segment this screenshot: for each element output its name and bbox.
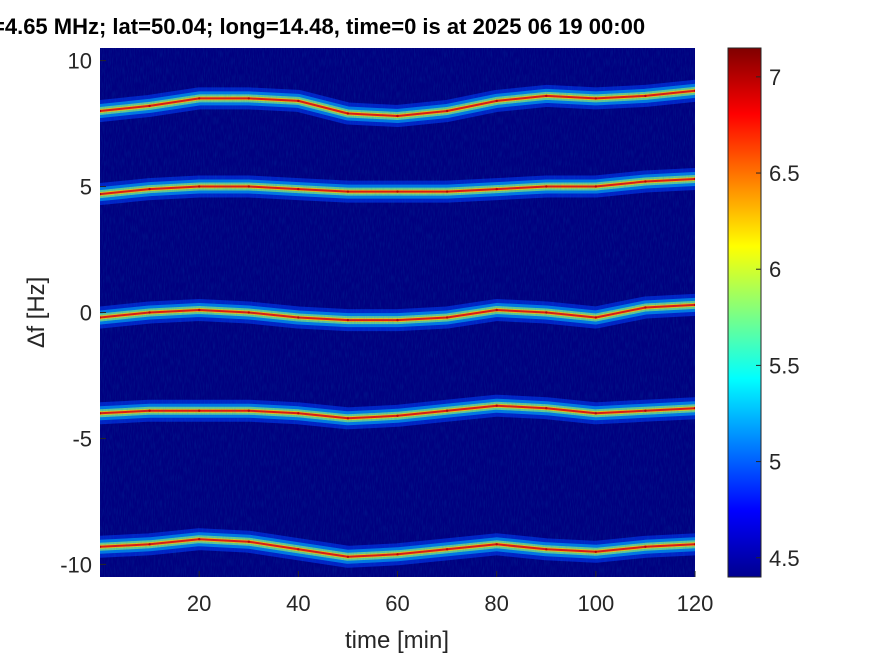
y-axis-ticks: -10 -5 0 5 10: [60, 49, 106, 577]
colorbar-tick-label-0: 4.5: [769, 546, 800, 571]
y-tick-label-3: 5: [80, 175, 92, 200]
x-tick-label-3: 80: [484, 591, 508, 616]
chart-title-container: =4.65 MHz; lat=50.04; long=14.48, time=0…: [0, 14, 875, 44]
colorbar: [727, 47, 762, 578]
noise-texture: [100, 48, 695, 577]
x-tick-label-5: 120: [677, 591, 714, 616]
colorbar-tick-label-4: 6.5: [769, 161, 800, 186]
colorbar-tick-label-5: 7: [769, 65, 781, 90]
x-axis-label: time [min]: [345, 627, 449, 654]
colorbar-tick-label-2: 5.5: [769, 353, 800, 378]
colorbar-tick-label-1: 5: [769, 450, 781, 475]
colorbar-ticks: 4.5 5 5.5 6 6.5 7: [756, 65, 800, 571]
y-tick-label-2: 0: [80, 301, 92, 326]
x-tick-label-4: 100: [577, 591, 614, 616]
y-tick-label-1: -5: [72, 426, 92, 451]
x-tick-label-2: 60: [385, 591, 409, 616]
x-axis-ticks: 20 40 60 80 100 120: [187, 571, 713, 616]
x-tick-label-1: 40: [286, 591, 310, 616]
x-tick-label-0: 20: [187, 591, 211, 616]
y-tick-label-0: -10: [60, 552, 92, 577]
colorbar-tick-label-3: 6: [769, 257, 781, 282]
y-axis-label: ∆f [Hz]: [23, 277, 50, 348]
chart-title: =4.65 MHz; lat=50.04; long=14.48, time=0…: [0, 14, 646, 39]
y-tick-label-4: 10: [68, 49, 92, 74]
